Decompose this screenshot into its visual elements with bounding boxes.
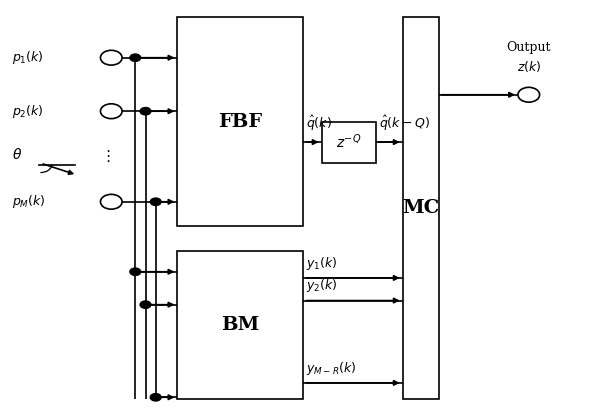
Circle shape: [150, 394, 161, 401]
Circle shape: [130, 54, 141, 61]
Bar: [177, 16, 303, 226]
Text: $y_{M-R}(k)$: $y_{M-R}(k)$: [306, 360, 357, 377]
Circle shape: [101, 50, 122, 65]
Text: Output: Output: [506, 41, 551, 54]
Bar: [177, 251, 303, 399]
Text: $p_M(k)$: $p_M(k)$: [12, 193, 46, 210]
Text: $z(k)$: $z(k)$: [517, 59, 541, 74]
Text: MC: MC: [402, 199, 440, 217]
Circle shape: [518, 87, 539, 102]
Text: $\theta$: $\theta$: [12, 147, 22, 162]
Text: $p_1(k)$: $p_1(k)$: [12, 49, 44, 66]
Bar: [322, 121, 376, 163]
Text: $\hat{q}(k)$: $\hat{q}(k)$: [306, 114, 332, 133]
Text: $y_1(k)$: $y_1(k)$: [306, 255, 338, 272]
Text: BM: BM: [221, 316, 259, 334]
Text: $\hat{q}(k-Q)$: $\hat{q}(k-Q)$: [379, 114, 430, 133]
Circle shape: [130, 268, 141, 276]
Circle shape: [140, 108, 151, 115]
Text: $z^{-Q}$: $z^{-Q}$: [336, 133, 361, 151]
Circle shape: [150, 198, 161, 205]
Bar: [403, 16, 439, 399]
Text: $p_2(k)$: $p_2(k)$: [12, 103, 44, 120]
Circle shape: [101, 104, 122, 118]
Circle shape: [101, 194, 122, 209]
Text: $y_2(k)$: $y_2(k)$: [306, 277, 338, 294]
Circle shape: [140, 301, 151, 308]
Text: FBF: FBF: [218, 113, 262, 131]
Text: $\vdots$: $\vdots$: [100, 149, 110, 165]
